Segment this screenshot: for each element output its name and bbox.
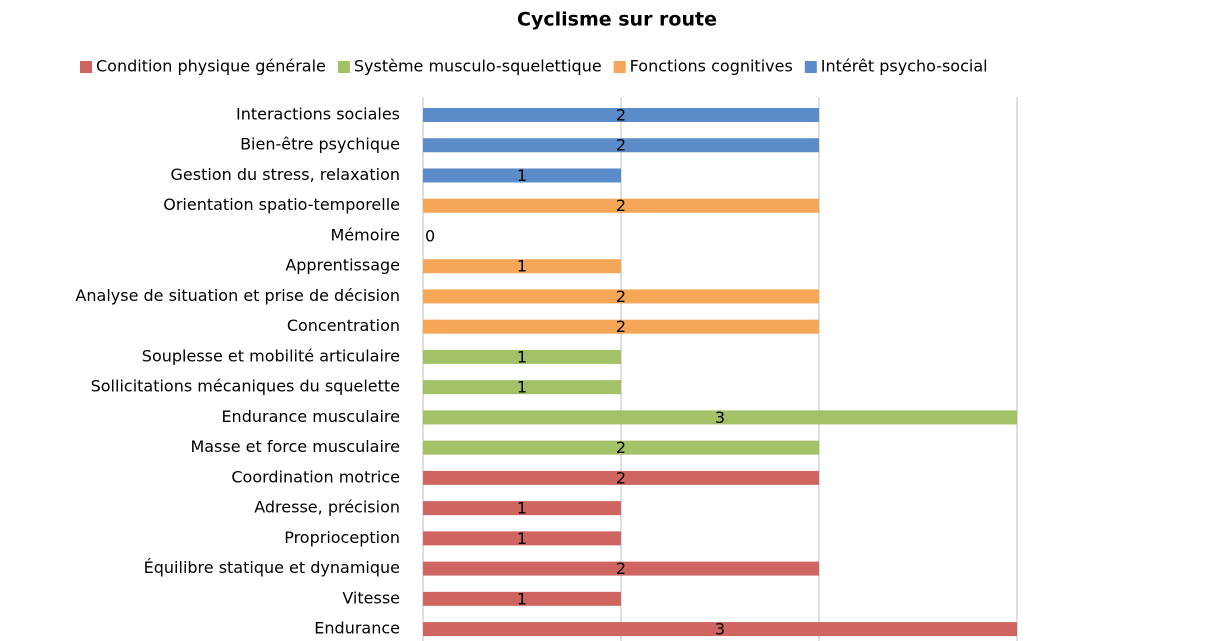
- legend-swatch: [613, 61, 626, 73]
- legend-swatch: [80, 61, 92, 73]
- y-tick-label: Équilibre statique et dynamique: [144, 558, 400, 577]
- data-label: 2: [616, 287, 626, 306]
- legend-label: Système musculo-squelettique: [354, 57, 602, 76]
- data-label: 3: [715, 408, 725, 427]
- bar: [423, 198, 819, 213]
- data-label: 1: [517, 589, 527, 608]
- bar: [423, 108, 819, 122]
- y-tick-label: Proprioception: [284, 528, 400, 547]
- y-tick-label: Orientation spatio-temporelle: [163, 195, 400, 214]
- bar: [423, 561, 819, 576]
- data-label: 1: [517, 257, 527, 276]
- chart-title: Cyclisme sur route: [517, 9, 717, 31]
- data-label: 0: [425, 226, 435, 245]
- bar: [423, 531, 621, 546]
- data-label: 2: [616, 438, 626, 457]
- data-label: 2: [616, 468, 626, 487]
- y-tick-label: Endurance musculaire: [221, 407, 400, 426]
- bar: [423, 259, 621, 274]
- y-tick-label: Coordination motrice: [231, 467, 400, 486]
- legend-label: Intérêt psycho-social: [821, 57, 988, 76]
- data-label: 2: [616, 196, 626, 215]
- bar: [423, 289, 819, 304]
- bar: [423, 440, 819, 455]
- data-label: 1: [517, 166, 527, 185]
- legend-swatch: [337, 61, 350, 73]
- y-tick-label: Endurance: [314, 619, 400, 638]
- bar: [423, 138, 819, 153]
- y-tick-label: Analyse de situation et prise de décisio…: [75, 286, 400, 305]
- legend-label: Fonctions cognitives: [630, 57, 793, 76]
- y-tick-label: Adresse, précision: [254, 498, 400, 517]
- bar: [423, 168, 621, 183]
- data-label: 2: [616, 317, 626, 336]
- bar: [423, 319, 819, 334]
- bar: [423, 622, 1017, 637]
- y-tick-label: Gestion du stress, relaxation: [171, 165, 400, 184]
- bar: [423, 380, 621, 395]
- y-tick-label: Masse et force musculaire: [190, 437, 400, 456]
- data-label: 2: [616, 136, 626, 155]
- y-tick-label: Vitesse: [342, 588, 400, 607]
- data-label: 2: [616, 559, 626, 578]
- data-label: 3: [715, 620, 725, 639]
- data-label: 1: [517, 347, 527, 366]
- bar: [423, 410, 1017, 425]
- y-tick-label: Mémoire: [330, 225, 400, 244]
- legend-swatch: [804, 61, 817, 73]
- data-label: 2: [616, 106, 626, 125]
- y-tick-label: Sollicitations mécaniques du squelette: [91, 377, 400, 396]
- bar: [423, 470, 819, 485]
- y-tick-label: Bien-être psychique: [240, 135, 400, 154]
- y-tick-label: Concentration: [287, 316, 400, 335]
- y-tick-label: Apprentissage: [285, 256, 400, 275]
- bar: [423, 349, 621, 364]
- data-label: 1: [517, 378, 527, 397]
- y-tick-label: Interactions sociales: [236, 105, 400, 124]
- bar: [423, 501, 621, 516]
- data-label: 1: [517, 499, 527, 518]
- y-tick-label: Souplesse et mobilité articulaire: [142, 346, 400, 365]
- data-label: 1: [517, 529, 527, 548]
- legend-label: Condition physique générale: [96, 57, 326, 76]
- bar: [423, 591, 621, 606]
